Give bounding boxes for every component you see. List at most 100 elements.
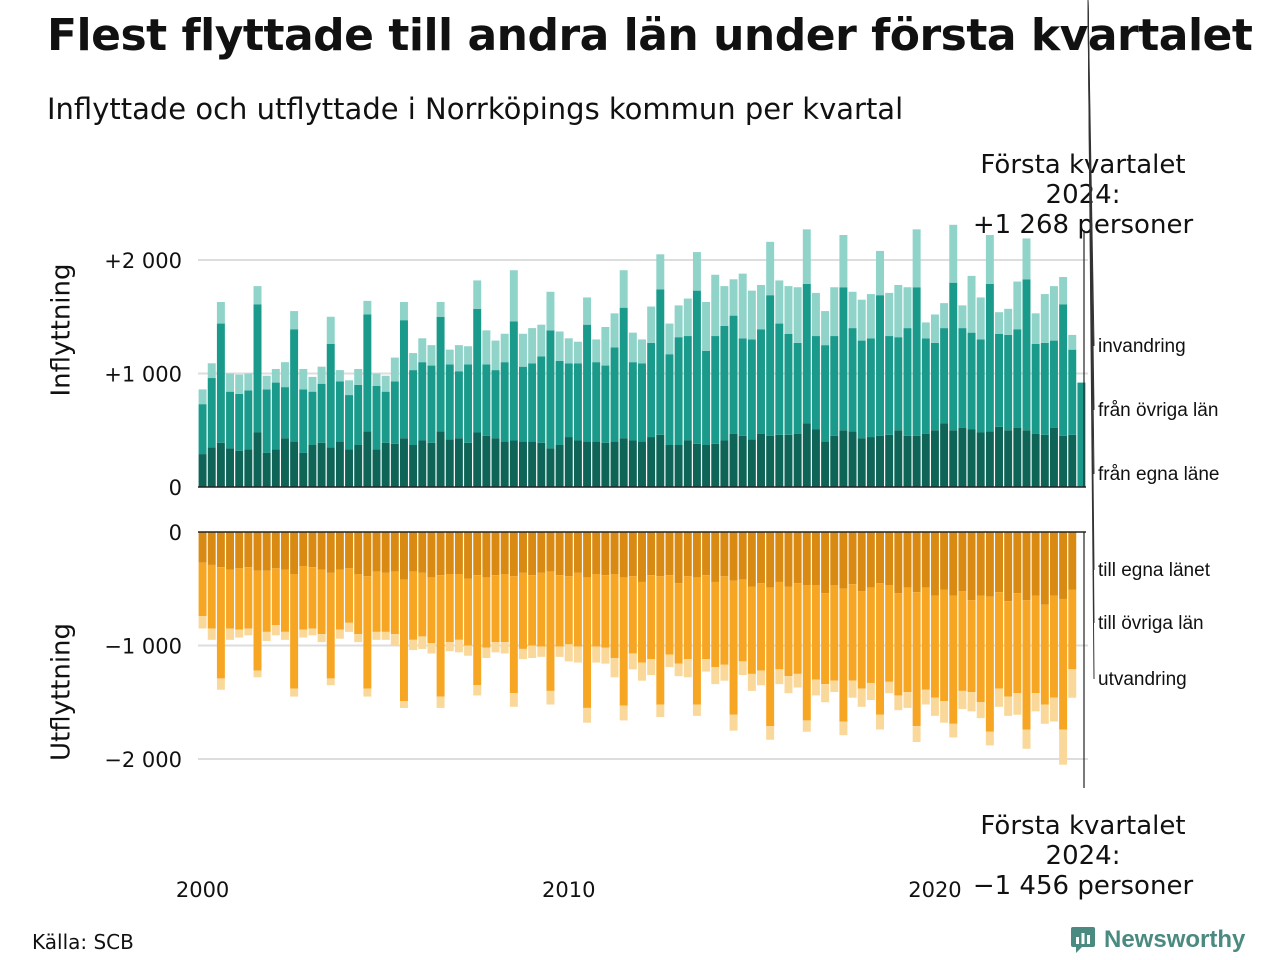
bar-inflyttning-1-2015Q2 bbox=[757, 329, 765, 434]
bar-inflyttning-0-2006Q2 bbox=[427, 442, 436, 487]
bar-utflyttning-1-2005Q2 bbox=[390, 571, 399, 635]
bar-utflyttning-2-2011Q4 bbox=[628, 653, 637, 670]
bar-utflyttning-0-2001Q2 bbox=[244, 532, 253, 568]
bar-utflyttning-0-2011Q2 bbox=[610, 532, 619, 574]
bar-inflyttning-0-2016Q4 bbox=[811, 429, 820, 487]
bar-inflyttning-1-2008Q2 bbox=[500, 362, 509, 442]
bar-utflyttning-1-2002Q3 bbox=[290, 574, 299, 689]
bar-utflyttning-1-2012Q4 bbox=[665, 575, 674, 655]
bar-inflyttning-0-2023Q2 bbox=[1049, 427, 1058, 487]
bar-utflyttning-2-2006Q2 bbox=[427, 643, 436, 654]
bar-utflyttning-1-2014Q3 bbox=[729, 580, 738, 715]
bar-inflyttning-0-2011Q3 bbox=[619, 438, 628, 487]
bar-inflyttning-1-2023Q3 bbox=[1059, 304, 1068, 436]
bar-utflyttning-0-2008Q4 bbox=[519, 532, 527, 573]
bar-utflyttning-1-2001Q1 bbox=[235, 568, 244, 630]
bar-inflyttning-1-2014Q1 bbox=[711, 336, 720, 444]
newsworthy-logo-icon bbox=[1071, 927, 1095, 953]
brand-logo[interactable]: Newsworthy bbox=[1070, 925, 1245, 955]
bar-inflyttning-2-2007Q2 bbox=[464, 346, 473, 365]
bar-utflyttning-0-2022Q4 bbox=[1031, 532, 1040, 596]
bar-inflyttning-1-2017Q2 bbox=[830, 336, 839, 436]
bar-inflyttning-1-2003Q2 bbox=[317, 383, 326, 443]
bar-inflyttning-1-2004Q4 bbox=[372, 385, 381, 450]
bar-utflyttning-1-2022Q1 bbox=[1004, 601, 1013, 697]
bar-utflyttning-1-2017Q2 bbox=[830, 585, 839, 681]
bar-utflyttning-2-2006Q1 bbox=[418, 636, 427, 649]
bar-utflyttning-1-2005Q1 bbox=[381, 572, 390, 632]
bar-utflyttning-2-2018Q4 bbox=[885, 681, 894, 694]
bar-inflyttning-0-2011Q2 bbox=[610, 441, 619, 487]
bar-inflyttning-1-2017Q1 bbox=[821, 345, 830, 442]
bar-utflyttning-1-2020Q3 bbox=[949, 595, 958, 724]
bar-inflyttning-0-2007Q1 bbox=[454, 438, 463, 487]
bar-utflyttning-0-2015Q3 bbox=[766, 532, 775, 588]
bar-utflyttning-2-2012Q2 bbox=[647, 659, 656, 676]
bar-utflyttning-1-2002Q4 bbox=[299, 566, 308, 630]
bar-utflyttning-0-2001Q1 bbox=[235, 532, 244, 569]
bar-utflyttning-1-2007Q4 bbox=[482, 577, 491, 648]
bar-utflyttning-0-2009Q2 bbox=[537, 532, 546, 573]
bar-utflyttning-1-2015Q3 bbox=[766, 587, 775, 727]
bar-utflyttning-1-2011Q4 bbox=[628, 576, 637, 654]
bar-inflyttning-2-2005Q1 bbox=[381, 375, 390, 392]
bar-utflyttning-2-2019Q2 bbox=[903, 692, 912, 708]
bar-inflyttning-2-2012Q4 bbox=[665, 323, 674, 355]
bar-inflyttning-0-2010Q4 bbox=[592, 441, 601, 487]
bar-utflyttning-1-2010Q4 bbox=[592, 574, 601, 647]
bar-utflyttning-1-2000Q2 bbox=[207, 564, 216, 629]
bar-inflyttning-0-2000Q2 bbox=[207, 447, 216, 487]
bar-inflyttning-1-2020Q4 bbox=[958, 328, 967, 428]
bar-inflyttning-0-2019Q2 bbox=[903, 435, 912, 487]
bar-utflyttning-1-2018Q2 bbox=[866, 587, 875, 683]
bar-utflyttning-2-2017Q2 bbox=[830, 680, 839, 693]
bar-inflyttning-2-2012Q1 bbox=[638, 339, 646, 364]
bar-inflyttning-2-2018Q4 bbox=[885, 292, 894, 337]
bar-utflyttning-1-2002Q1 bbox=[271, 568, 280, 626]
series-label-inflyttning-1: från övriga län bbox=[1098, 400, 1218, 421]
bar-inflyttning-0-2000Q1 bbox=[198, 454, 207, 487]
bar-inflyttning-1-2013Q1 bbox=[674, 337, 683, 445]
bar-utflyttning-0-2018Q1 bbox=[857, 532, 866, 592]
bar-inflyttning-2-2019Q1 bbox=[894, 284, 903, 338]
bar-inflyttning-2-2000Q4 bbox=[226, 373, 235, 392]
bar-utflyttning-2-2015Q1 bbox=[747, 673, 756, 691]
bar-utflyttning-0-2009Q3 bbox=[546, 532, 555, 572]
bar-utflyttning-1-2022Q2 bbox=[1013, 593, 1022, 694]
bar-utflyttning-2-2011Q2 bbox=[610, 657, 619, 678]
bar-inflyttning-1-2013Q3 bbox=[692, 290, 701, 444]
bar-inflyttning-0-2003Q2 bbox=[317, 442, 326, 487]
bar-utflyttning-0-2018Q3 bbox=[876, 532, 884, 584]
bar-inflyttning-0-2021Q2 bbox=[976, 432, 985, 487]
bar-utflyttning-1-2015Q2 bbox=[757, 583, 765, 671]
bar-utflyttning-0-2019Q2 bbox=[903, 532, 912, 588]
bar-utflyttning-1-2023Q3 bbox=[1059, 598, 1068, 730]
bar-inflyttning-2-2011Q2 bbox=[610, 313, 619, 348]
bar-utflyttning-0-2001Q4 bbox=[262, 532, 271, 571]
bar-utflyttning-0-2010Q1 bbox=[564, 532, 573, 577]
bar-utflyttning-2-2000Q4 bbox=[226, 628, 235, 640]
bar-inflyttning-0-2008Q1 bbox=[491, 438, 500, 487]
bar-utflyttning-0-2007Q2 bbox=[464, 532, 473, 579]
bar-inflyttning-0-2004Q4 bbox=[372, 449, 381, 487]
bar-inflyttning-2-2001Q1 bbox=[235, 374, 244, 394]
bar-inflyttning-0-2003Q1 bbox=[308, 445, 317, 487]
bar-utflyttning-2-2007Q3 bbox=[473, 685, 482, 696]
bar-inflyttning-0-2012Q4 bbox=[665, 445, 674, 487]
bar-inflyttning-2-2019Q2 bbox=[903, 287, 912, 329]
bar-utflyttning-2-2021Q4 bbox=[995, 688, 1003, 707]
bar-utflyttning-2-2013Q1 bbox=[674, 663, 683, 677]
bar-inflyttning-0-2010Q2 bbox=[573, 440, 582, 487]
bar-inflyttning-0-2022Q1 bbox=[1004, 430, 1013, 487]
bar-utflyttning-1-2008Q3 bbox=[509, 576, 518, 694]
bar-inflyttning-1-2002Q2 bbox=[280, 387, 289, 439]
xtick-label-2010: 2010 bbox=[542, 878, 595, 902]
bar-inflyttning-2-2001Q3 bbox=[253, 286, 262, 305]
bar-utflyttning-0-2005Q3 bbox=[400, 532, 408, 580]
bar-utflyttning-0-2015Q4 bbox=[775, 532, 784, 582]
bar-inflyttning-1-2011Q3 bbox=[619, 307, 628, 439]
bar-utflyttning-2-2019Q1 bbox=[894, 695, 903, 711]
bar-inflyttning-2-2017Q2 bbox=[830, 287, 839, 337]
annotation-latest-outflow: Första kvartalet 2024: −1 456 personer bbox=[825, 811, 1225, 901]
bar-inflyttning-0-2012Q1 bbox=[638, 441, 646, 487]
